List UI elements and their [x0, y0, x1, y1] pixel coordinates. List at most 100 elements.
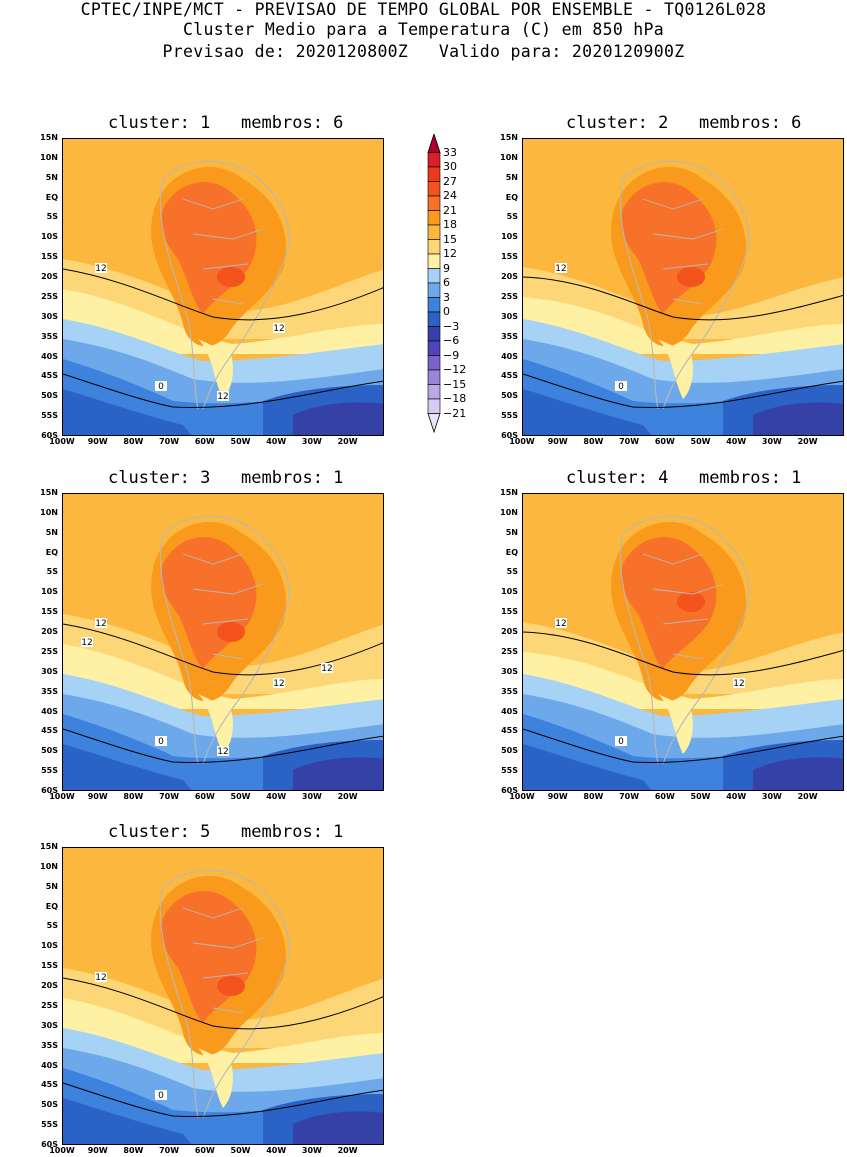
- lon-label: 80W: [583, 437, 604, 446]
- colorbar-swatch: [427, 355, 441, 371]
- field-24: [677, 267, 705, 287]
- contour-label: 12: [555, 618, 567, 629]
- lat-label: 25S: [501, 646, 518, 656]
- colorbar-swatch: [427, 152, 441, 168]
- lat-label: 25S: [41, 646, 58, 656]
- borders: [182, 198, 264, 305]
- colorbar-label: −3: [443, 319, 460, 333]
- lat-label: 35S: [41, 331, 58, 341]
- colorbar-label: 33: [443, 145, 457, 159]
- lat-label: 50S: [501, 746, 518, 756]
- lat-label: 35S: [41, 686, 58, 696]
- lon-label: 40W: [726, 437, 747, 446]
- header-line-3: Previsao de: 2020120800Z Valido para: 20…: [162, 42, 685, 61]
- lat-label: 5N: [45, 527, 58, 537]
- lat-label: 55S: [41, 411, 58, 421]
- lat-label: 60S: [41, 786, 58, 795]
- colorbar-label: 18: [443, 218, 457, 231]
- colorbar-swatch: [427, 297, 441, 313]
- lon-label: 20W: [337, 792, 358, 801]
- contour-label: 0: [615, 736, 627, 747]
- field-9: [523, 652, 843, 709]
- contour-label: 12: [273, 323, 285, 334]
- lat-label: 15N: [40, 842, 58, 851]
- field-minus6: [293, 1111, 383, 1144]
- colorbar-label: −12: [443, 363, 467, 376]
- colorbar-swatch: [427, 166, 441, 182]
- lat-label: 25S: [501, 291, 518, 301]
- contour-12: [523, 631, 843, 676]
- lat-label: 5S: [506, 567, 518, 577]
- lat-label: 5S: [46, 212, 58, 222]
- colorbar-label: 3: [443, 290, 450, 304]
- contour-0: [63, 728, 383, 763]
- field-minus6: [293, 757, 383, 790]
- lon-label: 80W: [123, 792, 144, 801]
- lat-label: 30S: [41, 666, 58, 676]
- lat-label: 5N: [505, 172, 518, 182]
- lon-label: 50W: [690, 437, 711, 446]
- borders: [182, 907, 264, 1014]
- lat-label: 25S: [41, 1000, 58, 1010]
- lat-label: 50S: [41, 391, 58, 401]
- lat-label: 10N: [500, 507, 518, 517]
- colorbar-label: −18: [443, 392, 467, 405]
- lon-label: 40W: [266, 1146, 287, 1155]
- panel-title: cluster: 3 membros: 1: [108, 468, 344, 488]
- contour-label: 12: [273, 678, 285, 689]
- lat-label: 20S: [41, 627, 58, 637]
- contour-0: [63, 373, 383, 408]
- coastline: [619, 160, 750, 410]
- svg-text:0: 0: [158, 382, 164, 392]
- lat-label: 20S: [501, 627, 518, 637]
- contour-label: 12: [217, 391, 229, 402]
- colorbar: [426, 132, 442, 448]
- coastline: [159, 160, 290, 410]
- coastline: [159, 515, 290, 765]
- coastline: [159, 869, 290, 1119]
- contour-label: 0: [155, 1090, 167, 1101]
- colorbar-swatch: [427, 326, 441, 342]
- lat-label: 5S: [46, 921, 58, 931]
- svg-text:12: 12: [95, 264, 106, 274]
- map-svg: 12 12 12 0: [63, 139, 383, 435]
- lat-label: 10N: [40, 507, 58, 517]
- lat-label: EQ: [45, 192, 58, 202]
- lat-label: 45S: [41, 371, 58, 381]
- lat-label: 5S: [506, 212, 518, 222]
- lon-label: 30W: [761, 437, 782, 446]
- lon-label: 40W: [266, 792, 287, 801]
- lat-label: 50S: [501, 391, 518, 401]
- lon-label: 60W: [654, 792, 675, 801]
- field-24: [217, 622, 245, 642]
- lon-label: 50W: [690, 792, 711, 801]
- svg-text:0: 0: [158, 737, 164, 747]
- lon-label: 90W: [87, 792, 108, 801]
- contour-label: 0: [155, 381, 167, 392]
- lat-label: 45S: [41, 726, 58, 736]
- lat-label: 10S: [501, 232, 518, 242]
- contour-0: [523, 728, 843, 763]
- lat-label: 45S: [501, 726, 518, 736]
- lat-label: 10S: [501, 587, 518, 597]
- lat-label: EQ: [45, 547, 58, 557]
- lon-label: 90W: [87, 437, 108, 446]
- lat-label: 55S: [501, 766, 518, 776]
- lon-label: 90W: [547, 792, 568, 801]
- lat-label: 15S: [41, 252, 58, 262]
- lat-label: 30S: [41, 311, 58, 321]
- panel-title: cluster: 2 membros: 6: [566, 113, 802, 133]
- lat-label: 40S: [501, 351, 518, 361]
- lat-label: 15S: [501, 252, 518, 262]
- lat-label: 10N: [40, 152, 58, 162]
- lat-label: 5S: [46, 567, 58, 577]
- svg-text:12: 12: [555, 264, 566, 274]
- contour-12: [63, 623, 383, 676]
- map-panel: 12 0: [62, 847, 384, 1145]
- lon-label: 80W: [123, 1146, 144, 1155]
- field-minus6: [753, 757, 843, 790]
- colorbar-swatch: [427, 398, 441, 414]
- map-panel: 12 12 12 12 12 0: [62, 493, 384, 791]
- lon-label: 60W: [194, 792, 215, 801]
